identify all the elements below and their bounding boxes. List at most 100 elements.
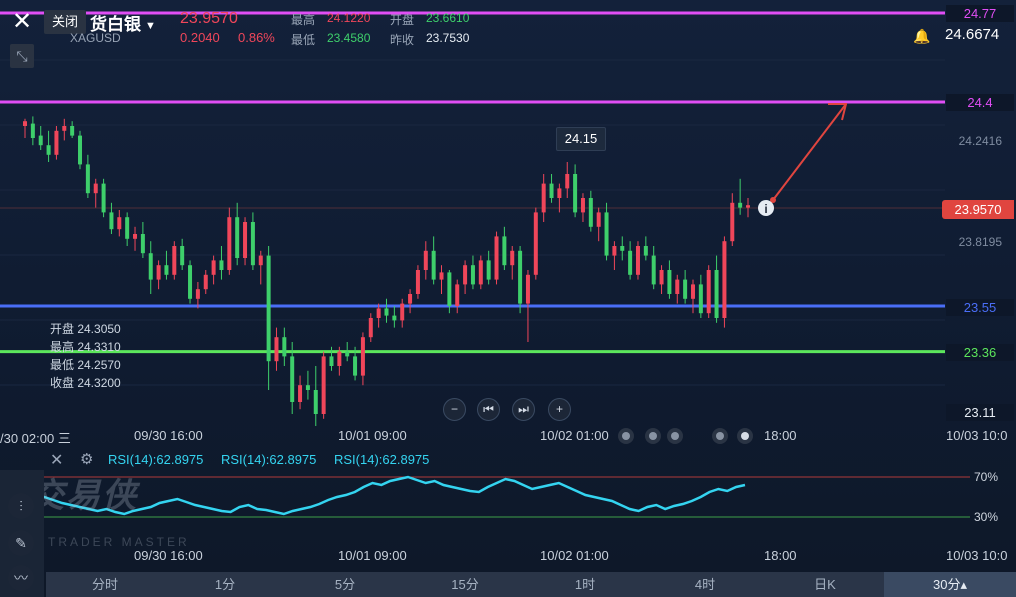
candle-body bbox=[738, 202, 743, 208]
rsi-time-label: 09/30 16:00 bbox=[134, 548, 203, 563]
candle-body bbox=[70, 126, 75, 136]
level-tag-23-36[interactable]: 23.36 bbox=[946, 344, 1014, 361]
time-label: 10/03 10:0 bbox=[946, 428, 1008, 443]
candle-body bbox=[313, 390, 318, 414]
close-button[interactable]: 关闭 bbox=[44, 10, 86, 34]
candle-body bbox=[23, 121, 27, 126]
candle-body bbox=[486, 260, 491, 280]
candle-body bbox=[140, 234, 145, 254]
candle-body bbox=[243, 222, 248, 258]
rsi-time-label: 10/02 01:00 bbox=[540, 548, 609, 563]
zoom-out-button[interactable]: − bbox=[443, 398, 466, 421]
candle-body bbox=[683, 279, 688, 299]
candle-body bbox=[415, 270, 420, 294]
candle-body bbox=[376, 308, 381, 318]
price-change-pct: 0.86% bbox=[238, 30, 275, 45]
level-tag-23-11[interactable]: 23.11 bbox=[946, 404, 1014, 421]
candle-body bbox=[643, 246, 648, 256]
candle-body bbox=[203, 274, 208, 290]
candle-body bbox=[117, 217, 122, 230]
candle-body bbox=[38, 135, 43, 146]
candle-body bbox=[423, 250, 428, 270]
candle-body bbox=[368, 318, 373, 338]
candle-body bbox=[549, 183, 554, 198]
candle-body bbox=[274, 337, 279, 362]
close-indicator-icon[interactable]: ✕ bbox=[50, 452, 64, 469]
bell-icon[interactable]: 🔔 bbox=[913, 28, 931, 44]
candle-body bbox=[93, 183, 98, 194]
rsi-label: RSI(14):62.8975 bbox=[108, 452, 204, 467]
chart-tool-icon[interactable]: ⫶ bbox=[8, 493, 34, 519]
current-price-tag: 23.9570 bbox=[942, 200, 1014, 219]
candle-body bbox=[455, 284, 460, 306]
candle-body bbox=[227, 217, 232, 270]
candle-body bbox=[502, 236, 507, 266]
high-label: 最高 bbox=[291, 13, 316, 27]
candle-body bbox=[219, 260, 224, 270]
time-label: 09/30 16:00 bbox=[134, 428, 203, 443]
tf-tab[interactable]: 1时 bbox=[574, 577, 596, 592]
tf-tab[interactable]: 4时 bbox=[694, 577, 716, 592]
candle-body bbox=[54, 130, 59, 155]
settings-icon[interactable]: ⚙ bbox=[80, 451, 94, 468]
candle-body bbox=[557, 188, 562, 198]
candle-body bbox=[447, 272, 452, 306]
candle-body bbox=[360, 337, 365, 376]
candle-body bbox=[565, 174, 570, 189]
level-tag-24-77[interactable]: 24.77 bbox=[946, 5, 1014, 22]
candle-body bbox=[494, 236, 499, 280]
axis-label-23-8195: 23.8195 bbox=[958, 235, 1002, 249]
tf-tab[interactable]: 15分 bbox=[451, 577, 479, 592]
candle-body bbox=[290, 356, 295, 402]
candle-body bbox=[431, 250, 436, 280]
open-value: 23.6610 bbox=[426, 11, 470, 25]
time-label: 18:00 bbox=[764, 428, 797, 443]
candle-body bbox=[698, 284, 703, 314]
indicator-dot[interactable] bbox=[645, 428, 661, 444]
ohlc-low: 最低 24.2570 bbox=[50, 358, 121, 372]
tf-tab[interactable]: 分时 bbox=[91, 577, 118, 592]
skip-back-button[interactable]: ⏮ bbox=[477, 398, 500, 421]
ohlc-high: 最高 24.3310 bbox=[50, 340, 121, 354]
price-change: 0.2040 bbox=[180, 30, 220, 45]
tf-tab[interactable]: 5分 bbox=[334, 577, 356, 592]
level-tag-24-4[interactable]: 24.4 bbox=[946, 94, 1014, 111]
last-price: 23.9570 bbox=[180, 10, 238, 27]
candle-body bbox=[164, 265, 169, 275]
candle-body bbox=[180, 246, 185, 266]
caret-down-icon: ▼ bbox=[145, 19, 156, 32]
time-label: /30 02:00 三 bbox=[0, 431, 71, 446]
indicator-dot[interactable] bbox=[712, 428, 728, 444]
indicator-dot-active[interactable] bbox=[737, 428, 753, 444]
tf-tab[interactable]: 1分 bbox=[214, 577, 236, 592]
low-value: 23.4580 bbox=[327, 31, 371, 45]
expand-icon[interactable]: ⤡ bbox=[10, 44, 34, 68]
trend-arrow-line bbox=[772, 103, 847, 201]
ohlc-close: 收盘 24.3200 bbox=[50, 376, 121, 390]
time-label: 10/01 09:00 bbox=[338, 428, 407, 443]
low-label: 最低 bbox=[291, 33, 316, 47]
indicator-icon[interactable]: 〰 bbox=[8, 565, 34, 591]
tf-tab-active[interactable]: 30分▴ bbox=[884, 572, 1016, 597]
candle-body bbox=[392, 315, 397, 321]
level-tag-23-55[interactable]: 23.55 bbox=[946, 299, 1014, 316]
symbol-selector[interactable]: 货白银 ▼ bbox=[90, 10, 156, 35]
zoom-in-button[interactable]: + bbox=[548, 398, 571, 421]
candle-body bbox=[400, 303, 405, 321]
trend-arrow-anchor bbox=[770, 197, 776, 203]
pencil-icon[interactable]: ✎ bbox=[8, 530, 34, 556]
rsi-time-label: 18:00 bbox=[764, 548, 797, 563]
skip-forward-button[interactable]: ⏭ bbox=[512, 398, 535, 421]
watermark-text: TRADER MASTER bbox=[48, 535, 190, 549]
candle-body bbox=[706, 270, 711, 314]
symbol-code: XAGUSD bbox=[70, 31, 121, 45]
price-callout: 24.15 bbox=[556, 127, 606, 151]
indicator-dot[interactable] bbox=[618, 428, 634, 444]
candle-body bbox=[188, 265, 193, 299]
close-icon[interactable]: ✕ bbox=[11, 8, 33, 35]
candle-body bbox=[612, 246, 617, 256]
indicator-dot[interactable] bbox=[667, 428, 683, 444]
candle-body bbox=[439, 272, 444, 280]
tf-tab[interactable]: 日K bbox=[814, 577, 836, 592]
